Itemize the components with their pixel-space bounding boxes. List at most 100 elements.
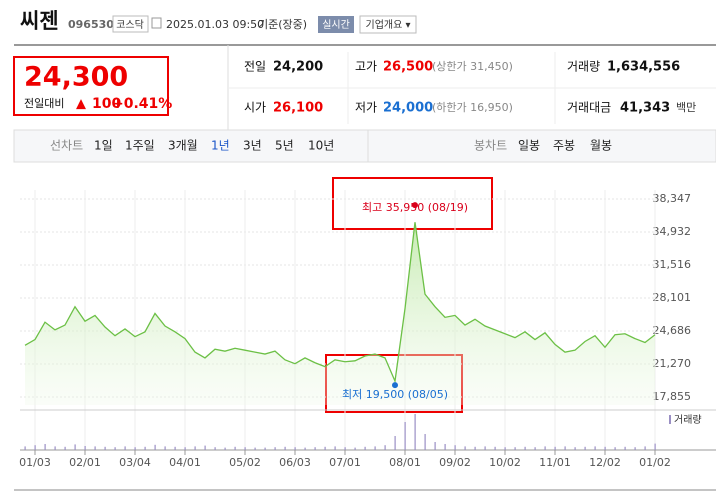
volume-bar <box>294 447 296 450</box>
tab[interactable]: 일봉 <box>518 139 540 153</box>
volume-bar <box>224 447 226 450</box>
volume-bar <box>84 446 86 450</box>
y-tick-label: 38,347 <box>653 192 692 205</box>
x-tick-label: 04/01 <box>169 456 201 469</box>
volume-bar <box>194 446 196 450</box>
high-point <box>412 202 418 209</box>
title: 씨젠 <box>20 9 59 33</box>
volume-bar <box>324 446 326 450</box>
tab[interactable]: 주봉 <box>553 139 575 153</box>
x-tick-label: 11/01 <box>539 456 571 469</box>
y-tick-label: 28,101 <box>653 291 692 304</box>
volume-bar <box>124 446 126 450</box>
volume-bar <box>614 447 616 450</box>
y-tick-label: 21,270 <box>653 357 692 370</box>
volume-bar <box>624 446 626 450</box>
tab[interactable]: 5년 <box>275 139 294 153</box>
volume-bar <box>544 446 546 450</box>
highlight-box <box>13 56 169 116</box>
x-tick-label: 06/03 <box>279 456 311 469</box>
volume-bar <box>404 422 406 450</box>
volume-bar <box>414 414 416 450</box>
volume-bar <box>484 446 486 450</box>
price-area <box>25 222 655 405</box>
quote-note: (상한가 31,450) <box>432 60 513 73</box>
volume-bar <box>184 447 186 450</box>
tab[interactable]: 3년 <box>243 139 262 153</box>
x-tick-label: 03/04 <box>119 456 151 469</box>
company[interactable]: 기업개요 ▾ <box>366 18 411 31</box>
change-label: 전일대비 <box>24 96 64 110</box>
volume-bar <box>344 447 346 450</box>
realtime[interactable]: 실시간 <box>322 19 350 31</box>
quote-label: 저가 <box>355 101 377 115</box>
volume-bar <box>524 446 526 450</box>
market: 코스닥 <box>116 19 144 31</box>
quote-table: 전일 24,200 고가 26,500(상한가 31,450) 거래량 1,634,556… <box>244 60 696 116</box>
volume-bar <box>394 436 396 450</box>
x-tick-label: 01/03 <box>19 456 51 469</box>
low-label: 최저 19,500 (08/05) <box>342 388 448 401</box>
change-pct: +0.41% <box>112 96 172 112</box>
volume-bar <box>654 443 656 450</box>
quote-value: 26,100 <box>273 101 323 116</box>
tab[interactable]: 10년 <box>308 139 334 153</box>
tab-group-label: 선차트 <box>50 139 83 153</box>
y-tick-label: 34,932 <box>653 225 692 238</box>
volume-bar <box>54 446 56 450</box>
volume-bar <box>284 446 286 450</box>
quote-label: 거래대금 <box>567 101 611 115</box>
volume-bar <box>64 446 66 450</box>
volume-bar <box>214 447 216 450</box>
code: 096530 <box>68 18 114 31</box>
x-tick-label: 02/01 <box>69 456 101 469</box>
tab-group-label: 봉차트 <box>474 139 507 153</box>
tab[interactable]: 1년 <box>211 139 230 153</box>
company-button[interactable] <box>359 15 417 34</box>
volume-bar <box>144 446 146 450</box>
quote-value: 24,200 <box>273 60 323 75</box>
volume-bar <box>504 447 506 450</box>
arrow: ▲ <box>76 97 86 112</box>
clock-icon <box>151 17 162 29</box>
volume-bar <box>274 447 276 450</box>
volume-bar <box>204 445 206 450</box>
volume-legend-mark <box>669 415 671 424</box>
volume-bar <box>314 447 316 450</box>
tab-bar <box>13 129 716 163</box>
volume-bar <box>244 447 246 450</box>
volume-bar <box>454 445 456 450</box>
volume-bar <box>234 446 236 450</box>
volume-bar <box>264 447 266 450</box>
volume-bar <box>574 447 576 450</box>
volume-bar <box>364 446 366 450</box>
quote-value: 24,000 <box>383 101 433 116</box>
x-tick-label: 12/02 <box>589 456 621 469</box>
tab[interactable]: 1주일 <box>125 139 155 153</box>
quote-label: 거래량 <box>567 60 600 74</box>
high-label: 최고 35,950 (08/19) <box>362 201 468 214</box>
quote-value: 41,343 <box>620 101 670 116</box>
tab[interactable]: 3개월 <box>168 139 198 153</box>
volume-bar <box>514 447 516 450</box>
datetime: 2025.01.03 09:50 <box>166 18 264 31</box>
volume-bar <box>554 446 556 450</box>
volume-bar <box>94 446 96 450</box>
quote-label: 전일 <box>244 60 266 74</box>
quote-value: 26,500 <box>383 60 433 75</box>
volume-bar <box>564 446 566 450</box>
volume-bar <box>634 447 636 450</box>
volume-bar <box>34 445 36 450</box>
volume-bar <box>164 446 166 450</box>
volume-bar <box>334 446 336 450</box>
x-tick-label: 01/02 <box>639 456 671 469</box>
tab[interactable]: 월봉 <box>590 139 612 153</box>
market-badge <box>112 15 149 33</box>
price-line <box>24 222 656 384</box>
realtime-button[interactable] <box>318 16 354 33</box>
volume-bar <box>644 446 646 450</box>
tab[interactable]: 1일 <box>94 139 113 153</box>
volume-bar <box>464 446 466 450</box>
basis: 기준(장중) <box>258 18 307 31</box>
x-tick-label: 09/02 <box>439 456 471 469</box>
